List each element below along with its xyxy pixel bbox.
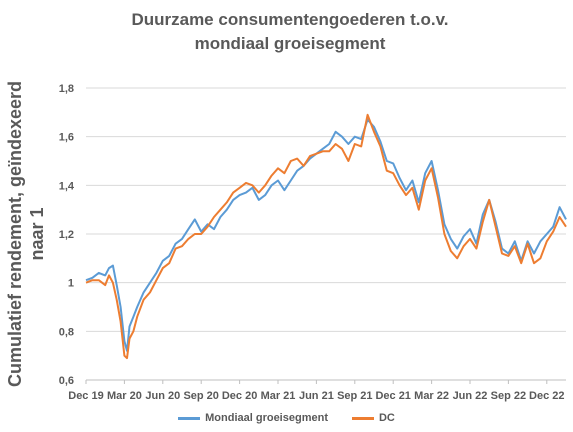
chart-title: Duurzame consumentengoederen t.o.v. mond… bbox=[60, 8, 520, 56]
x-tick-label: Mar 22 bbox=[414, 390, 449, 402]
legend-item-mondiaal: Mondiaal groeisegment bbox=[178, 412, 328, 424]
x-tick-label: Mar 21 bbox=[261, 390, 296, 402]
x-tick-label: Sep 21 bbox=[337, 390, 372, 402]
legend-label-dc: DC bbox=[378, 412, 395, 424]
y-tick-label: 1,6 bbox=[59, 132, 74, 144]
chart-title-line-2: mondiaal groeisegment bbox=[194, 34, 386, 53]
legend-label-mondiaal: Mondiaal groeisegment bbox=[205, 412, 328, 424]
legend: Mondiaal groeisegment DC bbox=[0, 412, 573, 424]
y-tick-label: 1,4 bbox=[59, 180, 75, 192]
x-tick-label: Dec 21 bbox=[375, 390, 410, 402]
series-line-mondiaal bbox=[85, 118, 567, 352]
x-tick-label: Jun 22 bbox=[453, 390, 488, 402]
x-tick-label: Jun 20 bbox=[145, 390, 180, 402]
y-tick-label: 1,2 bbox=[59, 229, 74, 241]
x-tick-label: Mar 20 bbox=[107, 390, 142, 402]
legend-swatch-mondiaal bbox=[178, 416, 201, 420]
x-tick-label: Dec 19 bbox=[68, 390, 103, 402]
legend-swatch-dc bbox=[351, 416, 374, 420]
x-tick-label: Dec 20 bbox=[222, 390, 257, 402]
y-tick-label: 1 bbox=[68, 278, 74, 290]
x-tick-label: Dec 22 bbox=[529, 390, 564, 402]
x-tick-label: Sep 20 bbox=[183, 390, 218, 402]
x-tick-label: Jun 21 bbox=[299, 390, 334, 402]
chart-title-line-1: Duurzame consumentengoederen t.o.v. bbox=[131, 10, 449, 29]
y-tick-label: 0,8 bbox=[59, 326, 74, 338]
y-tick-label: 0,6 bbox=[59, 375, 74, 387]
x-tick-label: Sep 22 bbox=[491, 390, 526, 402]
legend-item-dc: DC bbox=[351, 412, 395, 424]
series-line-dc bbox=[85, 113, 567, 360]
y-tick-label: 1,8 bbox=[59, 83, 74, 95]
